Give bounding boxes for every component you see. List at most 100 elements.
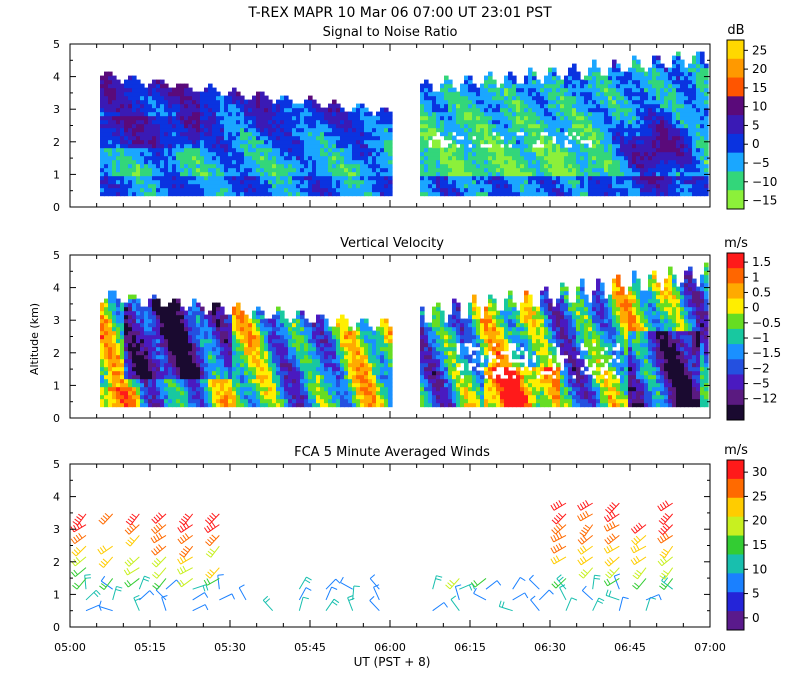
field-cell [632, 179, 637, 185]
field-cell [348, 131, 353, 137]
field-cell [628, 111, 633, 117]
field-cell [620, 151, 625, 157]
colorbar-swatch [727, 133, 744, 154]
field-cell [120, 390, 125, 396]
field-cell [136, 362, 141, 368]
field-cell [248, 123, 253, 129]
field-cell [504, 75, 509, 81]
field-cell [196, 191, 201, 197]
field-cell [248, 183, 253, 189]
field-cell [124, 163, 129, 169]
field-cell [276, 103, 281, 109]
field-cell [504, 115, 509, 121]
field-cell [132, 302, 137, 308]
field-cell [376, 159, 381, 165]
field-cell [128, 398, 133, 404]
field-cell [236, 163, 241, 169]
field-cell [212, 187, 217, 193]
field-cell [456, 179, 461, 185]
field-cell [120, 302, 125, 308]
field-cell [112, 115, 117, 121]
field-cell [488, 115, 493, 121]
field-cell [532, 191, 537, 197]
field-cell [548, 79, 553, 85]
field-cell [248, 187, 253, 193]
field-cell [224, 346, 229, 352]
field-cell [464, 123, 469, 129]
field-cell [232, 99, 237, 105]
field-cell [692, 183, 697, 189]
field-cell [636, 83, 641, 89]
field-cell [616, 155, 621, 161]
field-cell [220, 390, 225, 396]
field-cell [228, 390, 233, 396]
field-cell [448, 103, 453, 109]
field-cell [216, 370, 221, 376]
field-cell [520, 155, 525, 161]
field-cell [176, 402, 181, 408]
field-cell [232, 131, 237, 137]
field-cell [212, 306, 217, 312]
field-cell [428, 159, 433, 165]
field-cell [352, 147, 357, 153]
field-cell [656, 123, 661, 129]
field-cell [468, 103, 473, 109]
field-cell [228, 394, 233, 400]
field-cell [464, 183, 469, 189]
field-cell [276, 127, 281, 133]
field-cell [560, 123, 565, 129]
field-cell [256, 171, 261, 177]
field-cell [200, 151, 205, 157]
field-cell [220, 95, 225, 101]
field-cell [564, 75, 569, 81]
field-cell [328, 131, 333, 137]
field-cell [208, 107, 213, 113]
field-cell [692, 87, 697, 93]
field-cell [524, 159, 529, 165]
field-cell [492, 139, 497, 145]
field-cell [540, 151, 545, 157]
field-cell [204, 322, 209, 328]
field-cell [244, 139, 249, 145]
field-cell [168, 398, 173, 404]
field-cell [528, 135, 533, 141]
field-cell [640, 75, 645, 81]
field-cell [180, 171, 185, 177]
field-cell [144, 390, 149, 396]
field-cell [220, 175, 225, 181]
field-cell [220, 131, 225, 137]
field-cell [448, 191, 453, 197]
field-cell [572, 151, 577, 157]
field-cell [648, 99, 653, 105]
field-cell [240, 183, 245, 189]
field-cell [524, 75, 529, 81]
field-cell [556, 183, 561, 189]
field-cell [276, 143, 281, 149]
field-cell [324, 107, 329, 113]
field-cell [112, 159, 117, 165]
field-cell [232, 123, 237, 129]
field-cell [512, 167, 517, 173]
field-cell [420, 147, 425, 153]
field-cell [552, 91, 557, 97]
field-cell [424, 139, 429, 145]
field-cell [612, 119, 617, 125]
field-cell [148, 394, 153, 400]
field-cell [200, 366, 205, 372]
field-cell [456, 155, 461, 161]
field-cell [696, 67, 701, 73]
field-cell [644, 131, 649, 137]
field-cell [628, 179, 633, 185]
field-cell [696, 131, 701, 137]
field-cell [228, 354, 233, 360]
field-cell [124, 346, 129, 352]
field-cell [552, 95, 557, 101]
field-cell [536, 135, 541, 141]
field-cell [648, 119, 653, 125]
field-cell [168, 350, 173, 356]
field-cell [648, 163, 653, 169]
field-cell [616, 175, 621, 181]
field-cell [116, 394, 121, 400]
field-cell [144, 99, 149, 105]
field-cell [636, 167, 641, 173]
